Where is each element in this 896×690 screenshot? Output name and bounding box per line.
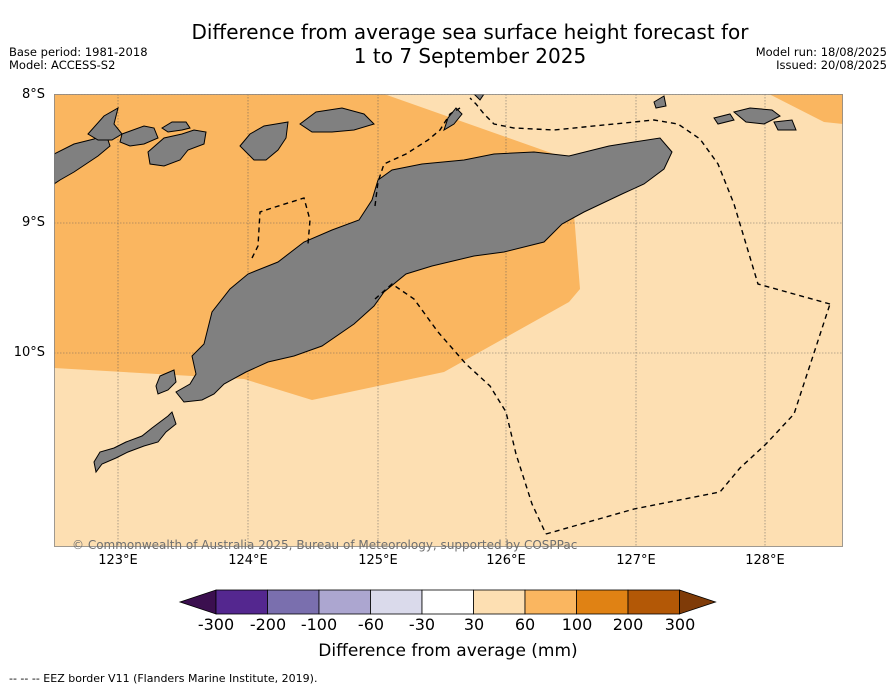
flores-chain-3 — [119, 125, 159, 147]
colorbar-tick: 30 — [463, 615, 485, 634]
colorbar-cell — [267, 589, 320, 615]
flores-chain-1 — [54, 133, 111, 185]
lon-label-127e: 127°E — [616, 553, 656, 568]
band-60-100-region-ne — [769, 94, 843, 124]
colorbar-cell — [473, 589, 526, 615]
colorbar-tick: -60 — [357, 615, 385, 634]
colorbar-tick: -300 — [197, 615, 235, 634]
colorbar — [178, 589, 717, 615]
colorbar-cell — [215, 589, 268, 615]
small-isle-c — [713, 113, 735, 125]
rote-island — [93, 411, 177, 474]
sea-level-map — [54, 94, 843, 547]
meta-left: Base period: 1981-2018 Model: ACCESS-S2 — [9, 46, 148, 72]
lat-label-9s: 9°S — [21, 215, 45, 230]
colorbar-tick: 100 — [561, 615, 593, 634]
colorbar-cell — [627, 589, 680, 615]
lon-label-123e: 123°E — [98, 553, 138, 568]
copyright-text: © Commonwealth of Australia 2025, Bureau… — [72, 538, 578, 552]
alor-island — [299, 107, 375, 133]
colorbar-extend-high — [679, 589, 717, 615]
lon-label-128e: 128°E — [745, 553, 785, 568]
colorbar-extend-low — [178, 589, 217, 615]
small-isle-e — [473, 94, 485, 101]
land-masses — [54, 94, 797, 474]
map-title: Difference from average sea surface heig… — [150, 20, 790, 68]
title-line-2: 1 to 7 September 2025 — [353, 44, 587, 68]
lat-label-8s: 8°S — [21, 87, 45, 102]
colorbar-tick: -200 — [249, 615, 287, 634]
colorbar-cell — [576, 589, 629, 615]
small-isle-d — [653, 95, 667, 109]
flores-chain-4 — [147, 129, 207, 167]
lon-label-126e: 126°E — [486, 553, 526, 568]
eez-footnote: -- -- -- EEZ border V11 (Flanders Marine… — [9, 672, 318, 685]
flores-chain-2 — [87, 106, 123, 141]
issued-text: Issued: 20/08/2025 — [776, 58, 887, 72]
lon-label-124e: 124°E — [228, 553, 268, 568]
lat-label-10s: 10°S — [13, 345, 45, 360]
model-run-text: Model run: 18/08/2025 — [755, 45, 887, 59]
eez-border — [251, 97, 831, 535]
colorbar-tick: 300 — [664, 615, 696, 634]
lon-label-125e: 125°E — [358, 553, 398, 568]
colorbar-cell — [370, 589, 423, 615]
meta-right: Model run: 18/08/2025 Issued: 20/08/2025 — [756, 46, 887, 72]
colorbar-cell — [421, 589, 474, 615]
colorbar-tick: -30 — [408, 615, 436, 634]
colorbar-cell — [524, 589, 577, 615]
map-frame — [54, 94, 843, 547]
flores-chain-5 — [161, 121, 191, 133]
colorbar-tick: -100 — [300, 615, 338, 634]
wetar-east-isle — [732, 107, 781, 125]
small-isle-b — [773, 119, 797, 131]
colorbar-label: Difference from average (mm) — [318, 641, 578, 661]
timor-island — [175, 137, 673, 403]
title-line-1: Difference from average sea surface heig… — [191, 20, 749, 44]
colorbar-cell — [318, 589, 371, 615]
pantar-island — [239, 121, 289, 161]
base-period-text: Base period: 1981-2018 — [9, 45, 148, 59]
model-text: Model: ACCESS-S2 — [9, 58, 116, 72]
colorbar-tick: 60 — [514, 615, 536, 634]
semau-island — [155, 369, 177, 395]
colorbar-tick: 200 — [612, 615, 644, 634]
